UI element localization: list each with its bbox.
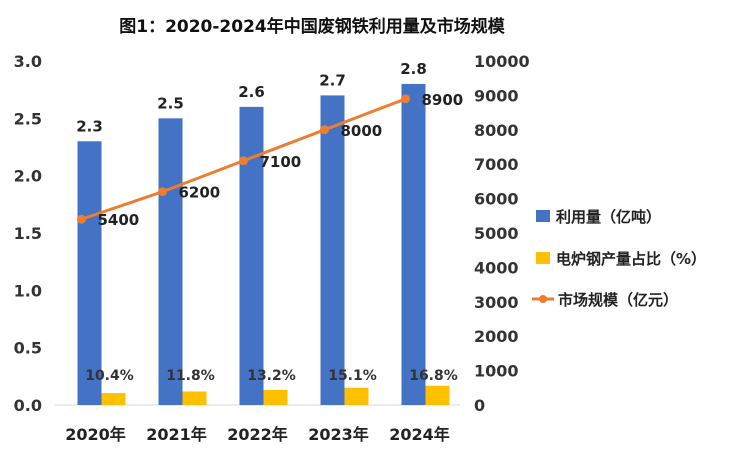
eaf-share-data-label: 16.8%: [409, 368, 458, 384]
market-size-point: [77, 214, 86, 224]
market-size-point: [401, 94, 410, 104]
x-tick-label: 2024年: [389, 425, 450, 444]
market-size-data-label: 8000: [341, 122, 383, 140]
eaf-share-data-label: 10.4%: [85, 368, 134, 384]
x-tick-label: 2023年: [308, 425, 369, 444]
eaf-share-bars: 10.4% 11.8% 13.2% 15.1% 16.8%: [85, 368, 458, 405]
eaf-share-data-label: 11.8%: [166, 368, 215, 384]
utilization-bar: [320, 95, 345, 406]
y-right-tick: 7000: [474, 155, 519, 174]
y-right-tick: 5000: [474, 224, 519, 243]
market-size-data-label: 7100: [260, 153, 302, 171]
utilization-bars: 2.3 2.5 2.6 2.7 2.8: [76, 60, 427, 406]
y-left-tick: 1.0: [14, 281, 42, 300]
utilization-data-label: 2.7: [319, 71, 346, 89]
eaf-share-bar: [344, 387, 369, 405]
x-tick-label: 2021年: [146, 425, 207, 444]
legend-label-utilization: 利用量（亿吨）: [556, 208, 661, 226]
utilization-bar: [158, 118, 183, 405]
y-left-tick: 3.0: [14, 52, 42, 71]
y-left-tick: 2.5: [14, 109, 42, 128]
utilization-data-label: 2.5: [157, 94, 184, 112]
market-size-data-label: 5400: [98, 211, 140, 229]
x-axis: 2020年 2021年 2022年 2023年 2024年: [65, 425, 450, 444]
utilization-data-label: 2.8: [400, 60, 427, 78]
y-right-tick: 10000: [474, 52, 530, 71]
utilization-bar: [401, 83, 426, 405]
y-left-tick: 2.0: [14, 167, 42, 186]
y-right-tick: 1000: [474, 362, 519, 381]
market-size-data-label: 6200: [179, 184, 221, 202]
y-right-axis: 0 1000 2000 3000 4000 5000 6000 7000 8000 9000 100…: [474, 52, 530, 415]
utilization-data-label: 2.6: [238, 83, 265, 101]
market-size-point: [239, 156, 248, 166]
y-right-tick: 4000: [474, 258, 519, 277]
y-right-tick: 9000: [474, 86, 519, 105]
legend: 利用量（亿吨） 电炉钢产量占比（%） 市场规模（亿元）: [532, 208, 706, 309]
utilization-data-label: 2.3: [76, 117, 103, 135]
y-left-axis: 0.0 0.5 1.0 1.5 2.0 2.5 3.0: [14, 52, 42, 415]
eaf-share-bar: [425, 385, 450, 405]
y-right-tick: 0: [474, 396, 485, 415]
legend-label-eaf-share: 电炉钢产量占比（%）: [556, 250, 706, 268]
x-tick-label: 2022年: [227, 425, 288, 444]
y-right-tick: 6000: [474, 190, 519, 209]
market-size-point: [158, 187, 167, 197]
eaf-share-data-label: 15.1%: [328, 368, 377, 384]
y-right-tick: 2000: [474, 327, 519, 346]
eaf-share-bar: [101, 393, 126, 405]
legend-swatch-utilization: [536, 210, 550, 222]
y-right-tick: 3000: [474, 293, 519, 312]
market-size-line: 5400 6200 7100 8000 8900: [77, 91, 463, 229]
y-right-tick: 8000: [474, 121, 519, 140]
legend-swatch-eaf-share: [536, 252, 550, 264]
utilization-bar: [239, 106, 264, 405]
eaf-share-bar: [263, 389, 288, 405]
legend-label-market-size: 市场规模（亿元）: [558, 291, 678, 309]
x-tick-label: 2020年: [65, 425, 126, 444]
legend-marker-market-size: [539, 295, 547, 303]
eaf-share-bar: [182, 391, 207, 405]
eaf-share-data-label: 13.2%: [247, 368, 296, 384]
chart-title: 图1：2020-2024年中国废钢铁利用量及市场规模: [119, 16, 506, 37]
utilization-bar: [77, 141, 102, 405]
y-left-tick: 0.5: [14, 339, 42, 358]
y-left-tick: 1.5: [14, 224, 42, 243]
market-size-point: [320, 125, 329, 135]
market-size-data-label: 8900: [422, 91, 464, 109]
y-left-tick: 0.0: [14, 396, 42, 415]
